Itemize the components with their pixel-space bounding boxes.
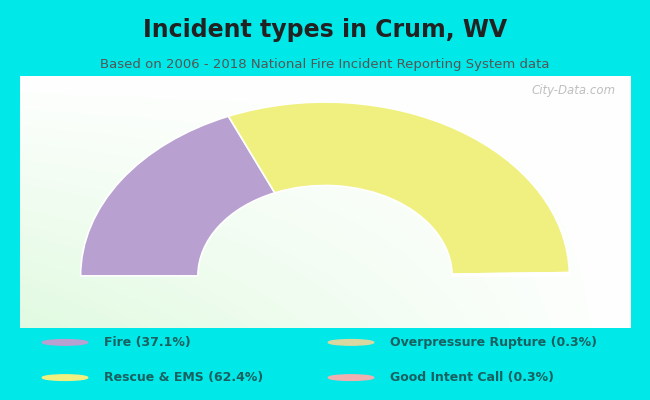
Text: City-Data.com: City-Data.com: [531, 84, 615, 96]
Text: Incident types in Crum, WV: Incident types in Crum, WV: [143, 18, 507, 42]
Circle shape: [42, 340, 88, 345]
Text: Rescue & EMS (62.4%): Rescue & EMS (62.4%): [104, 371, 263, 384]
Circle shape: [328, 340, 374, 345]
Text: Overpressure Rupture (0.3%): Overpressure Rupture (0.3%): [390, 336, 597, 349]
Wedge shape: [452, 274, 569, 276]
Text: Fire (37.1%): Fire (37.1%): [104, 336, 190, 349]
Text: Good Intent Call (0.3%): Good Intent Call (0.3%): [390, 371, 554, 384]
Text: Based on 2006 - 2018 National Fire Incident Reporting System data: Based on 2006 - 2018 National Fire Incid…: [100, 58, 550, 70]
Wedge shape: [81, 116, 275, 276]
Wedge shape: [228, 102, 569, 274]
Circle shape: [42, 375, 88, 380]
Circle shape: [328, 375, 374, 380]
Wedge shape: [452, 272, 569, 275]
